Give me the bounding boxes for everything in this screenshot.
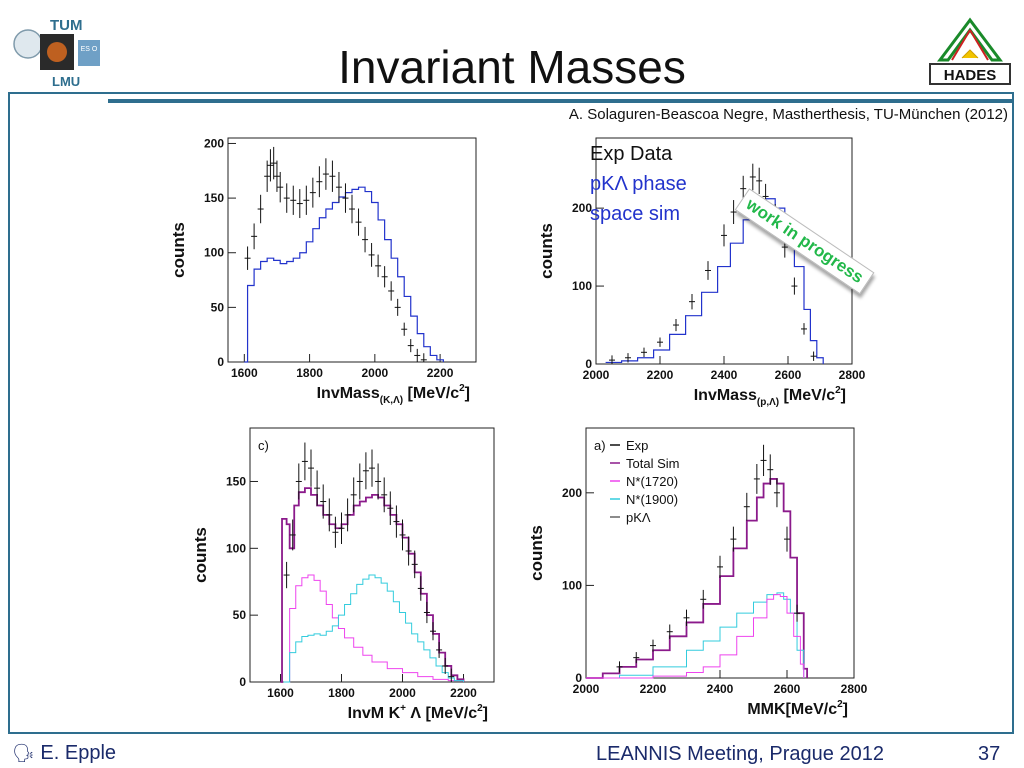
logo-graphic: ES O TUM LMU <box>13 17 100 89</box>
y-tick-label: 100 <box>204 246 224 260</box>
title-underline <box>108 99 1014 103</box>
x-tick-label: 2200 <box>427 366 454 380</box>
x-tick-label: 2800 <box>841 682 868 696</box>
chart-invmass-k-lambda: 1600 1800 2000 2200 0 50 100 150 200 counts InvMas… <box>170 136 477 406</box>
footer-meeting: LEANNIS Meeting, Prague 2012 <box>596 743 884 765</box>
x-tick-label: 2200 <box>647 368 674 382</box>
y-axis-label: counts <box>537 223 556 279</box>
eso-badge-text: ES O <box>81 46 98 53</box>
legend-entry: space sim <box>590 203 680 225</box>
x-tick-label: 2000 <box>573 682 600 696</box>
legend-entry: N*(1720) <box>626 474 678 489</box>
x-tick-label: 2200 <box>450 686 477 700</box>
x-tick-label: 2200 <box>640 682 667 696</box>
plot-frame <box>227 137 477 363</box>
slide-frame <box>8 92 1014 734</box>
y-tick-label: 0 <box>217 355 224 369</box>
series-n1900-line <box>283 574 464 683</box>
series-total-line <box>586 478 808 679</box>
x-tick-label: 1600 <box>231 366 258 380</box>
legend-entry: Exp Data <box>590 143 673 165</box>
y-tick-label: 200 <box>572 201 592 215</box>
y-tick-label: 150 <box>204 191 224 205</box>
hades-logo: HADES <box>926 14 1014 88</box>
series-n1900-line <box>586 592 805 679</box>
x-tick-label: 2400 <box>711 368 738 382</box>
footer-author: 🗣 E. Epple <box>12 742 116 765</box>
lmu-logo-text: LMU <box>52 74 80 89</box>
speaker-icon: 🗣 <box>12 743 35 763</box>
slide-number: 37 <box>978 743 1001 765</box>
galaxy-glow-icon <box>47 42 67 62</box>
seal-icon <box>13 29 43 59</box>
x-tick-label: 1800 <box>328 686 355 700</box>
series-sim-line <box>605 198 824 364</box>
y-tick-label: 50 <box>233 608 247 622</box>
institution-logos: ES O TUM LMU <box>10 14 106 94</box>
y-tick-label: 0 <box>575 671 582 685</box>
panel-label: c) <box>258 438 269 453</box>
y-tick-label: 0 <box>585 357 592 371</box>
series-n1720-line <box>586 594 805 679</box>
x-axis-label: InvMass(p,Λ) [MeV/c2] <box>694 385 846 408</box>
legend-entry: N*(1900) <box>626 492 678 507</box>
legend-entry: Exp <box>626 438 648 453</box>
chart-mmk-fit: 2000 2200 2400 2600 2800 0 100 200 counts MMK[MeV… <box>528 427 868 718</box>
series-n1720-line <box>283 574 464 683</box>
y-tick-label: 150 <box>226 474 246 488</box>
tum-logo-text: TUM <box>50 17 83 34</box>
footer-author-name: E. Epple <box>40 742 117 764</box>
y-tick-label: 100 <box>562 578 582 592</box>
x-axis-label: InvM K+ Λ [MeV/c2] <box>348 703 488 722</box>
x-axis-label: InvMass(K,Λ) [MeV/c2] <box>317 383 470 406</box>
x-tick-label: 1800 <box>296 366 323 380</box>
x-tick-label: 2000 <box>361 366 388 380</box>
x-tick-label: 2600 <box>775 368 802 382</box>
x-tick-label: 1600 <box>267 686 294 700</box>
series-exp-data <box>283 442 455 682</box>
y-tick-label: 50 <box>211 300 225 314</box>
legend-entry: pKΛ phase <box>590 173 687 195</box>
legend-entry: Total Sim <box>626 456 679 471</box>
panel-label: a) <box>594 438 606 453</box>
x-tick-label: 2000 <box>583 368 610 382</box>
x-axis-label: MMK[MeV/c2] <box>747 699 848 718</box>
hades-logo-text: HADES <box>944 67 997 84</box>
x-tick-label: 2400 <box>707 682 734 696</box>
series-exp-data <box>244 146 427 362</box>
y-tick-label: 0 <box>239 675 246 689</box>
y-tick-label: 100 <box>226 541 246 555</box>
y-axis-label: counts <box>191 527 210 583</box>
reference-citation: A. Solaguren-Beascoa Negre, Mastherthesi… <box>568 106 1008 123</box>
x-tick-label: 2000 <box>389 686 416 700</box>
series-total-line <box>280 487 465 683</box>
x-tick-label: 2600 <box>774 682 801 696</box>
y-tick-label: 200 <box>204 136 224 150</box>
x-tick-label: 2800 <box>839 368 866 382</box>
chart-invm-k-lambda-fit: 1600 1800 2000 2200 0 50 100 150 counts InvM K+ Λ… <box>191 427 495 722</box>
y-tick-label: 200 <box>562 486 582 500</box>
legend-entry: pKΛ <box>626 510 651 525</box>
eso-badge <box>78 40 100 66</box>
y-axis-label: counts <box>170 222 188 278</box>
page-title: Invariant Masses <box>338 41 686 93</box>
y-axis-label: counts <box>528 525 546 581</box>
series-exp-data <box>616 444 801 673</box>
y-tick-label: 100 <box>572 279 592 293</box>
